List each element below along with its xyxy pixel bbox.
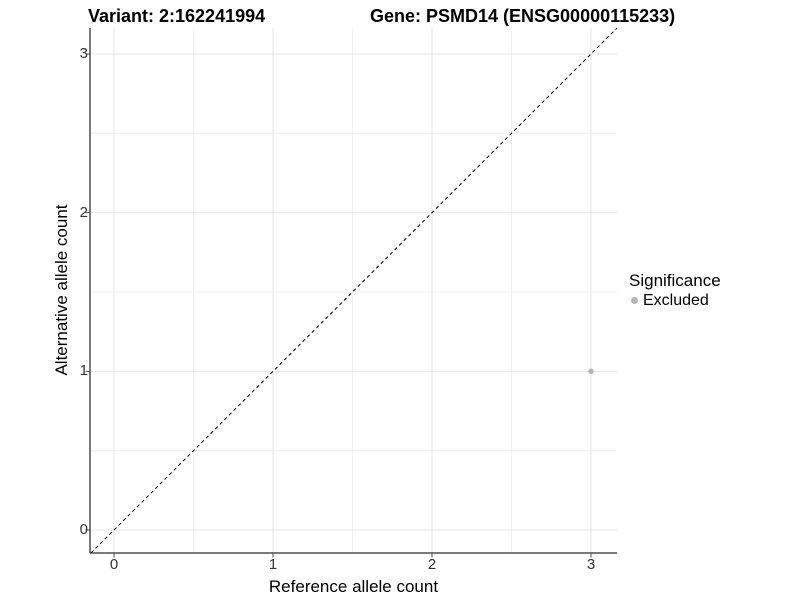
data-point	[588, 368, 594, 375]
gene-title: Gene: PSMD14 (ENSG00000115233)	[370, 6, 676, 26]
y-tick-label-1: 1	[79, 362, 88, 379]
excluded-swatch-icon	[631, 297, 638, 304]
identity-dashed-line	[90, 27, 618, 554]
legend: Significance Excluded	[629, 271, 721, 310]
y-tick-label-2: 2	[79, 204, 88, 221]
legend-title: Significance	[629, 271, 721, 290]
x-tick-label-0: 0	[109, 556, 119, 573]
x-tick-label-1: 1	[268, 556, 278, 573]
legend-item-excluded: Excluded	[629, 291, 721, 310]
y-axis-label: Alternative allele count	[52, 204, 71, 376]
variant-title: Variant: 2:162241994	[88, 6, 266, 26]
y-tick-label-3: 3	[79, 45, 88, 62]
x-axis-label: Reference allele count	[268, 577, 439, 596]
x-tick-label-2: 2	[427, 556, 437, 573]
legend-item-label: Excluded	[643, 292, 709, 309]
x-tick-label-3: 3	[586, 556, 596, 573]
y-tick-label-0: 0	[79, 521, 88, 538]
